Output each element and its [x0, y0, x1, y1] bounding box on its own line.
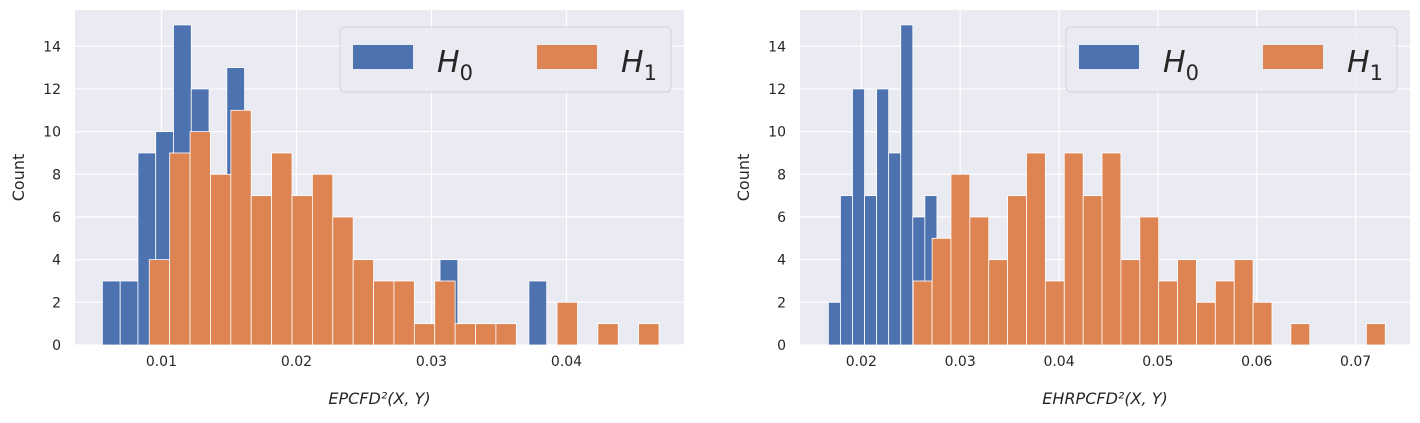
legend-subscript: 0	[460, 61, 473, 85]
y-tick-label: 6	[52, 210, 61, 226]
bar-h1	[1044, 280, 1065, 346]
bar-h1	[230, 109, 252, 346]
x-tick-label: 0.05	[1142, 354, 1173, 370]
y-tick-label: 10	[768, 125, 786, 141]
y-tick-label: 14	[768, 39, 786, 55]
legend-swatch-h1	[1263, 45, 1323, 69]
x-axis-label: EPCFD²(X, Y)	[328, 389, 430, 408]
legend-swatch-h0	[1079, 45, 1139, 69]
legend-subscript: 0	[1186, 61, 1199, 85]
bar-h1	[638, 323, 660, 346]
y-tick-label: 6	[777, 210, 786, 226]
bar-h1	[988, 259, 1009, 346]
bar-h1	[332, 216, 354, 346]
bar-h0	[888, 152, 902, 346]
bar-h1	[271, 152, 293, 346]
bar-h1	[210, 173, 232, 346]
y-tick-label: 14	[43, 39, 61, 55]
bar-h1	[1101, 152, 1122, 346]
y-axis-label: Count	[734, 154, 753, 202]
legend-frame	[1065, 26, 1398, 93]
y-tick-label: 12	[768, 82, 786, 98]
y-tick-label: 2	[52, 295, 61, 311]
bar-h1	[1139, 216, 1160, 346]
y-tick-label: 8	[52, 167, 61, 183]
bar-h1	[454, 323, 476, 346]
bar-h1	[393, 280, 415, 346]
bar-h1	[1233, 259, 1254, 346]
y-tick-label: 0	[52, 338, 61, 354]
bar-h1	[413, 323, 436, 346]
bar-h1	[1158, 280, 1178, 346]
y-tick-label: 8	[777, 167, 786, 183]
bar-h1	[311, 173, 334, 346]
legend-swatch-h0	[353, 45, 413, 69]
bar-h1	[1120, 259, 1141, 346]
legend-frame	[339, 26, 672, 93]
bar-h1	[189, 131, 211, 346]
bar-h1	[250, 195, 273, 346]
bar-h1	[931, 237, 952, 346]
bar-h1	[1026, 152, 1046, 346]
y-axis-label: Count	[9, 154, 28, 202]
bar-h0	[119, 280, 139, 346]
bar-h1	[291, 195, 313, 346]
x-tick-label: 0.04	[551, 354, 582, 370]
bar-h0	[876, 88, 890, 346]
x-tick-label: 0.01	[146, 354, 177, 370]
y-tick-label: 0	[777, 338, 786, 354]
x-tick-label: 0.03	[945, 354, 976, 370]
bar-h0	[900, 24, 914, 346]
bar-h0	[840, 195, 853, 346]
bar-h0	[102, 280, 121, 346]
legend: H0 H1	[339, 26, 672, 93]
legend-label-h1: H1	[621, 45, 657, 85]
y-tick-label: 4	[52, 253, 61, 269]
bar-h1	[1290, 323, 1311, 346]
bar-h1	[1007, 195, 1027, 346]
bar-h1	[1177, 259, 1197, 346]
y-tick-label: 10	[43, 125, 61, 141]
x-tick-label: 0.04	[1043, 354, 1074, 370]
bar-h1	[1196, 301, 1216, 346]
y-tick-label: 4	[777, 253, 786, 269]
bar-h1	[556, 301, 578, 346]
y-tick-label: 2	[777, 295, 786, 311]
bar-h0	[852, 88, 865, 346]
legend-swatch-h1	[537, 45, 597, 69]
bar-h1	[1082, 195, 1103, 346]
x-tick-label: 0.06	[1241, 354, 1272, 370]
x-tick-label: 0.02	[281, 354, 312, 370]
legend-subscript: 1	[644, 61, 657, 85]
bar-h1	[148, 259, 171, 346]
bar-h1	[1252, 301, 1273, 346]
bar-h1	[352, 259, 374, 346]
legend: H0 H1	[1065, 26, 1398, 93]
y-tick-label: 12	[43, 82, 61, 98]
bar-h0	[528, 280, 548, 346]
x-tick-label: 0.03	[416, 354, 447, 370]
bar-h1	[912, 280, 933, 346]
legend-subscript: 1	[1370, 61, 1383, 85]
bar-h1	[597, 323, 619, 346]
bar-h1	[950, 173, 971, 346]
bar-h0	[827, 301, 841, 346]
bar-h1	[1063, 152, 1084, 346]
bar-h0	[864, 195, 878, 346]
bar-h1	[434, 280, 456, 346]
x-tick-label: 0.07	[1340, 354, 1371, 370]
bar-h1	[475, 323, 497, 346]
x-axis-label: EHRPCFD²(X, Y)	[1042, 389, 1167, 408]
bar-h1	[1366, 323, 1386, 346]
bar-h1	[169, 152, 191, 346]
bar-h1	[1214, 280, 1235, 346]
bar-h1	[373, 280, 395, 346]
x-tick-label: 0.02	[846, 354, 877, 370]
bar-h1	[495, 323, 517, 346]
subplot-2: 0.02 0.03 0.04 0.05 0.06 0.0702468101214EHRPC…	[734, 10, 1410, 408]
bar-h1	[969, 216, 990, 346]
